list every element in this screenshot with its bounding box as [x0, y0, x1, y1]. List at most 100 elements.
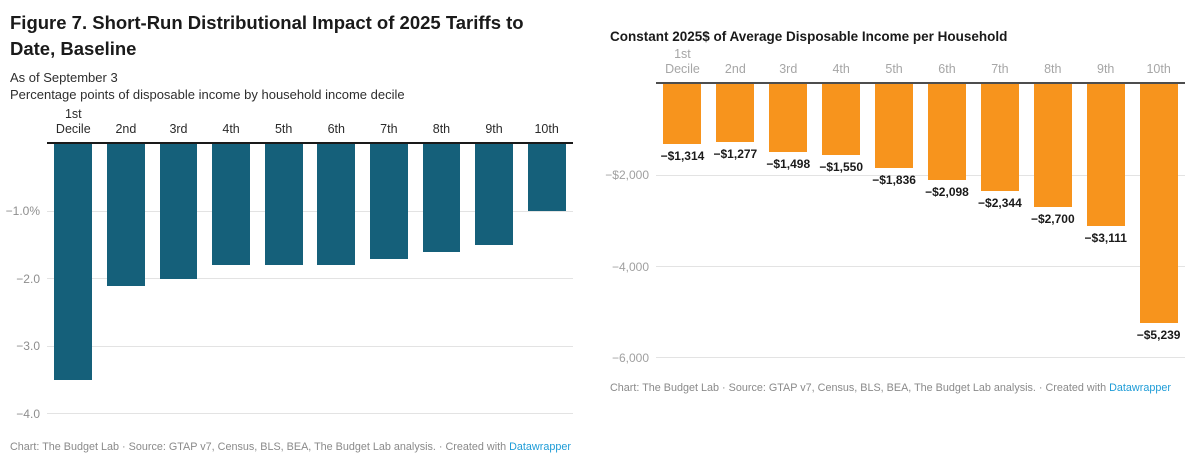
bar-column: −$1,314: [656, 84, 709, 378]
bar-column: −$2,098: [921, 84, 974, 378]
x-tick-label: 10th: [534, 122, 559, 137]
bars-region: −1.0% −2.0 −3.0 −4.0: [6, 142, 573, 430]
gridline: [656, 174, 1185, 176]
bar-column: [468, 144, 521, 430]
y-tick-label: −3.0: [16, 339, 40, 354]
bar: [369, 144, 408, 259]
chart-title-line: Date, Baseline: [10, 38, 137, 59]
chart-dollar-impact: Constant 2025$ of Average Disposable Inc…: [605, 28, 1190, 458]
bar: [769, 84, 808, 152]
bar-column: −$2,700: [1026, 84, 1079, 378]
bar-value-label: −$3,111: [1084, 231, 1127, 245]
chart-subtitle: As of September 3: [10, 70, 118, 85]
bar: [106, 144, 145, 286]
x-tick-label: 8th: [1044, 62, 1062, 77]
bar-value-label: −$1,314: [660, 149, 705, 163]
bar-column: [520, 144, 573, 430]
bar: [212, 144, 250, 265]
x-tick-label: 3rd: [169, 122, 188, 137]
x-tick-label: 2nd: [115, 122, 137, 137]
plot-area: 1st Decile 2nd 3rd 4th 5th 6th 7th 8th 9th 10th −…: [6, 106, 577, 430]
bar-value-label: −$1,277: [713, 147, 758, 161]
gridline: [47, 413, 573, 415]
bar-column: [363, 144, 416, 430]
grid-layer: −$2,000 −4,000 −6,000: [605, 84, 1185, 378]
x-tick-label: 7th: [991, 62, 1009, 77]
bar-column: −$1,836: [868, 84, 921, 378]
bar: [159, 144, 198, 279]
x-tick-label: 9th: [1097, 62, 1115, 77]
bar-column: −$2,344: [973, 84, 1026, 378]
bar-value-label: −$1,836: [872, 173, 916, 187]
chart-percent-impact: Figure 7. Short-Run Distributional Impac…: [6, 10, 577, 465]
bar-column: −$1,277: [709, 84, 762, 378]
y-tick-label: −6,000: [611, 350, 649, 365]
chart-title: Figure 7. Short-Run Distributional Impac…: [10, 10, 577, 62]
bar-column: [205, 144, 258, 430]
chart-title: Constant 2025$ of Average Disposable Inc…: [610, 28, 1190, 46]
x-tick-label: 1st Decile: [665, 46, 700, 77]
y-tick-label: −4.0: [16, 406, 40, 421]
bar-column: [152, 144, 205, 430]
x-tick-label: 8th: [432, 122, 451, 137]
bar-value-label: −$1,498: [766, 157, 811, 171]
x-axis-labels: 1st Decile 2nd 3rd 4th 5th 6th 7th 8th 9th 10th: [47, 106, 573, 142]
grid-layer: −1.0% −2.0 −3.0 −4.0: [6, 144, 573, 430]
bar: [54, 144, 93, 380]
x-tick-label: 6th: [327, 122, 345, 137]
chart-footer: Chart: The Budget Lab · Source: GTAP v7,…: [610, 382, 1171, 394]
gridline: [656, 357, 1185, 359]
bar: [422, 144, 461, 252]
bar: [875, 84, 914, 168]
y-tick-label: −2.0: [16, 271, 40, 286]
bars-region: −$2,000 −4,000 −6,000 −$1,314 −$1,277 −$1,49…: [605, 82, 1185, 378]
bar: [1033, 84, 1072, 207]
datawrapper-link[interactable]: Datawrapper: [509, 441, 571, 453]
x-tick-label: 4th: [222, 122, 240, 137]
bar-column: [257, 144, 310, 430]
bar: [1139, 84, 1178, 323]
bar: [475, 144, 513, 245]
bar: [822, 84, 861, 155]
y-tick-label: −$2,000: [605, 168, 649, 183]
x-tick-label: 2nd: [724, 62, 746, 77]
x-tick-label: 3rd: [779, 62, 798, 77]
x-tick-label: 6th: [938, 62, 956, 77]
footer-attribution-text: Chart: The Budget Lab · Source: GTAP v7,…: [610, 382, 1110, 394]
bar-column: −$1,498: [762, 84, 815, 378]
bar-column: [47, 144, 100, 430]
chart-footer: Chart: The Budget Lab · Source: GTAP v7,…: [10, 441, 571, 453]
x-tick-label: 5th: [885, 62, 903, 77]
gridline: [656, 266, 1185, 268]
chart-axis-note: Percentage points of disposable income b…: [10, 87, 405, 102]
x-tick-label: 5th: [274, 122, 293, 137]
bar-column: −$5,239: [1132, 84, 1185, 378]
x-tick-label: 7th: [380, 122, 398, 137]
bar-column: [415, 144, 468, 430]
bar: [317, 144, 356, 265]
bar: [1086, 84, 1125, 226]
bar: [927, 84, 967, 180]
y-tick-label: −4,000: [611, 259, 649, 274]
bar-value-label: −$1,550: [819, 160, 864, 174]
plot-area: 1st Decile 2nd 3rd 4th 5th 6th 7th 8th 9th 10th −…: [605, 46, 1190, 378]
footer-attribution-text: Chart: The Budget Lab · Source: GTAP v7,…: [10, 441, 510, 453]
bar-column: [100, 144, 153, 430]
x-tick-label: 10th: [1146, 62, 1171, 77]
bar-value-label: −$2,098: [925, 185, 969, 199]
x-tick-label: 9th: [485, 122, 503, 137]
chart-title-line: Constant 2025$ of Average Disposable Inc…: [610, 29, 1008, 44]
x-axis-labels: 1st Decile 2nd 3rd 4th 5th 6th 7th 8th 9th 10th: [656, 46, 1185, 82]
bar-column: −$3,111: [1079, 84, 1132, 378]
gridline: [47, 278, 573, 280]
bar: [716, 84, 755, 142]
bars-layer: [47, 144, 573, 430]
bar-value-label: −$2,700: [1030, 212, 1075, 226]
bar-value-label: −$5,239: [1136, 328, 1181, 342]
bars-layer: −$1,314 −$1,277 −$1,498 −$1,550 −$1,836 −$2,0…: [656, 84, 1185, 378]
bar-column: −$1,550: [815, 84, 868, 378]
x-tick-label: 1st Decile: [55, 106, 91, 137]
datawrapper-link[interactable]: Datawrapper: [1109, 382, 1171, 394]
bar-column: [310, 144, 363, 430]
